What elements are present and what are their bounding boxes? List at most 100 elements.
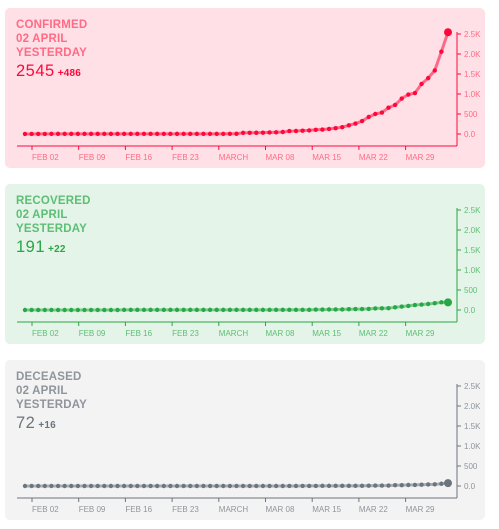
- deceased-data-point[interactable]: [88, 483, 94, 489]
- recovered-data-point[interactable]: [161, 307, 166, 313]
- deceased-data-point[interactable]: [201, 483, 206, 489]
- confirmed-data-point[interactable]: [392, 102, 398, 108]
- recovered-data-point[interactable]: [62, 307, 67, 313]
- recovered-data-point[interactable]: [254, 307, 259, 313]
- recovered-data-point[interactable]: [313, 307, 319, 312]
- deceased-data-point[interactable]: [287, 483, 292, 489]
- recovered-data-point[interactable]: [340, 307, 345, 312]
- confirmed-data-point[interactable]: [115, 131, 120, 137]
- deceased-data-point[interactable]: [128, 483, 133, 489]
- deceased-data-point[interactable]: [373, 483, 378, 488]
- deceased-data-point[interactable]: [121, 483, 127, 489]
- deceased-data-point[interactable]: [75, 483, 81, 489]
- recovered-data-point[interactable]: [267, 307, 272, 313]
- confirmed-data-point[interactable]: [386, 105, 391, 110]
- confirmed-data-point[interactable]: [353, 121, 358, 126]
- deceased-data-point[interactable]: [69, 483, 74, 489]
- deceased-data-point[interactable]: [267, 483, 272, 489]
- confirmed-data-point[interactable]: [300, 128, 305, 133]
- confirmed-data-point[interactable]: [313, 127, 319, 132]
- recovered-data-point[interactable]: [49, 307, 54, 313]
- recovered-data-point[interactable]: [234, 307, 239, 313]
- confirmed-data-point[interactable]: [320, 127, 325, 132]
- confirmed-data-point[interactable]: [221, 131, 226, 137]
- deceased-data-point[interactable]: [313, 483, 319, 489]
- deceased-data-point[interactable]: [42, 483, 48, 489]
- confirmed-data-point[interactable]: [444, 28, 452, 37]
- recovered-data-point[interactable]: [333, 307, 338, 312]
- confirmed-data-point[interactable]: [49, 131, 54, 137]
- deceased-data-point[interactable]: [207, 483, 213, 489]
- recovered-data-point[interactable]: [412, 302, 418, 308]
- deceased-data-point[interactable]: [392, 483, 398, 488]
- recovered-data-point[interactable]: [207, 307, 213, 313]
- deceased-data-point[interactable]: [227, 483, 233, 489]
- recovered-data-point[interactable]: [135, 307, 140, 313]
- recovered-data-point[interactable]: [293, 307, 299, 313]
- deceased-data-point[interactable]: [221, 483, 226, 489]
- recovered-data-point[interactable]: [366, 306, 371, 312]
- recovered-data-point[interactable]: [386, 306, 391, 311]
- deceased-data-point[interactable]: [148, 483, 153, 489]
- confirmed-data-point[interactable]: [128, 131, 133, 137]
- deceased-data-point[interactable]: [280, 483, 285, 489]
- deceased-data-point[interactable]: [55, 483, 61, 489]
- recovered-data-point[interactable]: [392, 305, 398, 310]
- deceased-data-point[interactable]: [254, 483, 259, 489]
- deceased-data-point[interactable]: [320, 483, 325, 489]
- confirmed-data-point[interactable]: [254, 130, 259, 135]
- deceased-data-point[interactable]: [141, 483, 147, 489]
- confirmed-data-point[interactable]: [425, 75, 431, 81]
- deceased-data-point[interactable]: [36, 483, 41, 489]
- confirmed-data-point[interactable]: [95, 131, 100, 137]
- recovered-data-point[interactable]: [88, 307, 94, 313]
- recovered-data-point[interactable]: [307, 307, 312, 313]
- deceased-data-point[interactable]: [326, 483, 332, 489]
- confirmed-data-point[interactable]: [201, 131, 206, 137]
- deceased-data-point[interactable]: [300, 483, 305, 489]
- confirmed-data-point[interactable]: [168, 131, 173, 137]
- confirmed-data-point[interactable]: [22, 131, 28, 137]
- deceased-data-point[interactable]: [95, 483, 100, 489]
- recovered-data-point[interactable]: [141, 307, 147, 313]
- deceased-data-point[interactable]: [340, 483, 345, 489]
- recovered-data-point[interactable]: [181, 307, 186, 313]
- deceased-data-point[interactable]: [439, 481, 444, 486]
- recovered-data-point[interactable]: [55, 307, 61, 313]
- confirmed-data-point[interactable]: [287, 128, 292, 134]
- deceased-data-point[interactable]: [49, 483, 54, 489]
- deceased-data-point[interactable]: [174, 483, 180, 489]
- confirmed-data-point[interactable]: [188, 131, 193, 137]
- recovered-data-point[interactable]: [201, 307, 206, 313]
- recovered-data-point[interactable]: [22, 307, 28, 313]
- deceased-data-point[interactable]: [168, 483, 173, 489]
- confirmed-data-point[interactable]: [174, 131, 180, 137]
- deceased-data-point[interactable]: [432, 482, 437, 487]
- deceased-data-point[interactable]: [353, 483, 358, 489]
- recovered-data-point[interactable]: [148, 307, 153, 313]
- confirmed-data-point[interactable]: [373, 111, 378, 117]
- recovered-data-point[interactable]: [287, 307, 292, 313]
- recovered-data-point[interactable]: [300, 307, 305, 313]
- deceased-data-point[interactable]: [399, 482, 404, 488]
- deceased-data-point[interactable]: [425, 482, 431, 487]
- confirmed-data-point[interactable]: [29, 131, 34, 137]
- recovered-data-point[interactable]: [214, 307, 219, 313]
- deceased-data-point[interactable]: [444, 479, 452, 488]
- deceased-data-point[interactable]: [108, 483, 114, 489]
- confirmed-data-point[interactable]: [307, 128, 312, 133]
- confirmed-data-point[interactable]: [194, 131, 200, 137]
- confirmed-data-point[interactable]: [121, 131, 127, 137]
- confirmed-data-point[interactable]: [161, 131, 166, 137]
- recovered-data-point[interactable]: [379, 306, 385, 311]
- recovered-data-point[interactable]: [280, 307, 285, 313]
- recovered-data-point[interactable]: [29, 307, 34, 313]
- deceased-data-point[interactable]: [82, 483, 87, 489]
- confirmed-data-point[interactable]: [412, 90, 418, 96]
- confirmed-data-point[interactable]: [148, 131, 153, 137]
- recovered-data-point[interactable]: [273, 307, 279, 313]
- recovered-data-point[interactable]: [75, 307, 81, 313]
- confirmed-data-point[interactable]: [227, 131, 233, 136]
- deceased-chart[interactable]: 0.0 500 1.0K 1.5K 2.0K 2.5K FEB 02 FEB 09 FEB 16…: [5, 360, 485, 520]
- recovered-data-point[interactable]: [95, 307, 100, 313]
